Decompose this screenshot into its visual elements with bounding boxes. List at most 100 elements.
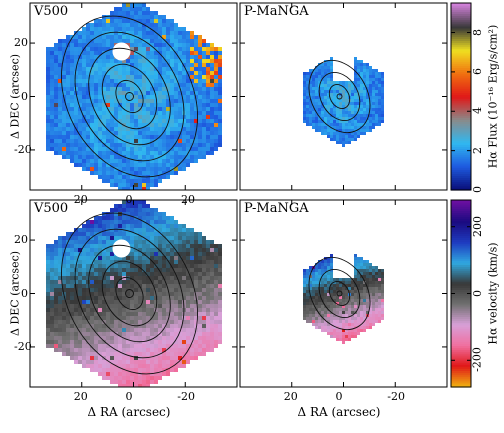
heatmap-cell: [70, 79, 74, 83]
heatmap-cell: [174, 340, 178, 344]
heatmap-cell: [378, 96, 381, 99]
heatmap-cell: [166, 352, 170, 356]
heatmap-cell: [62, 304, 66, 308]
heatmap-cell: [110, 212, 114, 216]
heatmap-cell: [130, 256, 134, 260]
heatmap-cell: [318, 263, 321, 266]
heatmap-cell: [94, 127, 98, 131]
heatmap-cell: [375, 296, 378, 299]
heatmap-cell: [158, 300, 162, 304]
heatmap-cell: [178, 312, 182, 316]
heatmap-cell: [134, 151, 138, 155]
heatmap-cell: [306, 278, 309, 281]
heatmap-cell: [162, 111, 166, 115]
heatmap-cell: [170, 115, 174, 119]
heatmap-cell: [342, 296, 345, 299]
heatmap-cell: [62, 316, 66, 320]
heatmap-cell: [78, 159, 82, 163]
heatmap-cell: [106, 364, 110, 368]
heatmap-cell: [336, 308, 339, 311]
heatmap-cell: [130, 67, 134, 71]
heatmap-cell: [98, 111, 102, 115]
heatmap-cell: [138, 103, 142, 107]
heatmap-cell: [174, 171, 178, 175]
heatmap-cell: [102, 135, 106, 139]
heatmap-cell: [342, 135, 345, 138]
heatmap-cell: [336, 90, 339, 93]
heatmap-cell: [330, 260, 333, 263]
heatmap-cell: [330, 281, 333, 284]
heatmap-cell: [309, 120, 312, 123]
heatmap-cell: [158, 143, 162, 147]
heatmap-cell: [142, 63, 146, 67]
heatmap-cell: [110, 147, 114, 151]
heatmap-cell: [110, 151, 114, 155]
heatmap-cell: [70, 276, 74, 280]
heatmap-cell: [50, 336, 54, 340]
heatmap-cell: [150, 336, 154, 340]
heatmap-cell: [142, 151, 146, 155]
heatmap-cell: [381, 293, 384, 296]
colorbar-strip: [451, 183, 471, 187]
heatmap-cell: [366, 105, 369, 108]
heatmap-cell: [58, 252, 62, 256]
heatmap-cell: [342, 90, 345, 93]
heatmap-cell: [218, 300, 222, 304]
heatmap-cell: [66, 151, 70, 155]
heatmap-cell: [186, 296, 190, 300]
heatmap-cell: [162, 232, 166, 236]
heatmap-cell: [150, 380, 154, 384]
heatmap-cell: [102, 59, 106, 63]
heatmap-cell: [303, 99, 306, 102]
heatmap-cell: [134, 167, 138, 171]
heatmap-cell: [345, 114, 348, 117]
heatmap-cell: [46, 344, 50, 348]
heatmap-cell: [198, 320, 202, 324]
heatmap-cell: [170, 320, 174, 324]
heatmap-cell: [345, 126, 348, 129]
heatmap-cell: [86, 244, 90, 248]
y-axis-label: Δ DEC (arcsec): [8, 250, 22, 336]
heatmap-cell: [378, 299, 381, 302]
heatmap-cell: [50, 244, 54, 248]
heatmap-cell: [114, 356, 118, 360]
heatmap-cell: [150, 171, 154, 175]
heatmap-cell: [324, 308, 327, 311]
heatmap-cell: [378, 317, 381, 320]
heatmap-cell: [142, 228, 146, 232]
heatmap-cell: [138, 240, 142, 244]
heatmap-cell: [324, 317, 327, 320]
heatmap-cell: [210, 296, 214, 300]
heatmap-cell: [190, 43, 194, 47]
heatmap-cell: [218, 123, 222, 127]
heatmap-cell: [198, 344, 202, 348]
heatmap-cell: [102, 316, 106, 320]
heatmap-cell: [357, 96, 360, 99]
heatmap-cell: [86, 55, 90, 59]
heatmap-cell: [126, 23, 130, 27]
heatmap-cell: [166, 23, 170, 27]
heatmap-cell: [102, 35, 106, 39]
heatmap-cell: [138, 63, 142, 67]
heatmap-cell: [70, 240, 74, 244]
heatmap-cell: [357, 299, 360, 302]
heatmap-cell: [130, 292, 134, 296]
heatmap-cell: [118, 119, 122, 123]
heatmap-cell: [102, 300, 106, 304]
heatmap-cell: [363, 317, 366, 320]
colorbar-strip: [451, 256, 471, 259]
heatmap-cell: [162, 360, 166, 364]
heatmap-cell: [54, 71, 58, 75]
heatmap-cell: [146, 332, 150, 336]
contour-line: [308, 257, 371, 330]
heatmap-cell: [66, 83, 70, 87]
heatmap-cell: [86, 312, 90, 316]
heatmap-cell: [98, 340, 102, 344]
heatmap-cell: [50, 256, 54, 260]
heatmap-cell: [110, 167, 114, 171]
heatmap-cell: [378, 72, 381, 75]
heatmap-cell: [66, 244, 70, 248]
heatmap-cell: [333, 87, 336, 90]
heatmap-cell: [170, 228, 174, 232]
heatmap-cell: [324, 302, 327, 305]
